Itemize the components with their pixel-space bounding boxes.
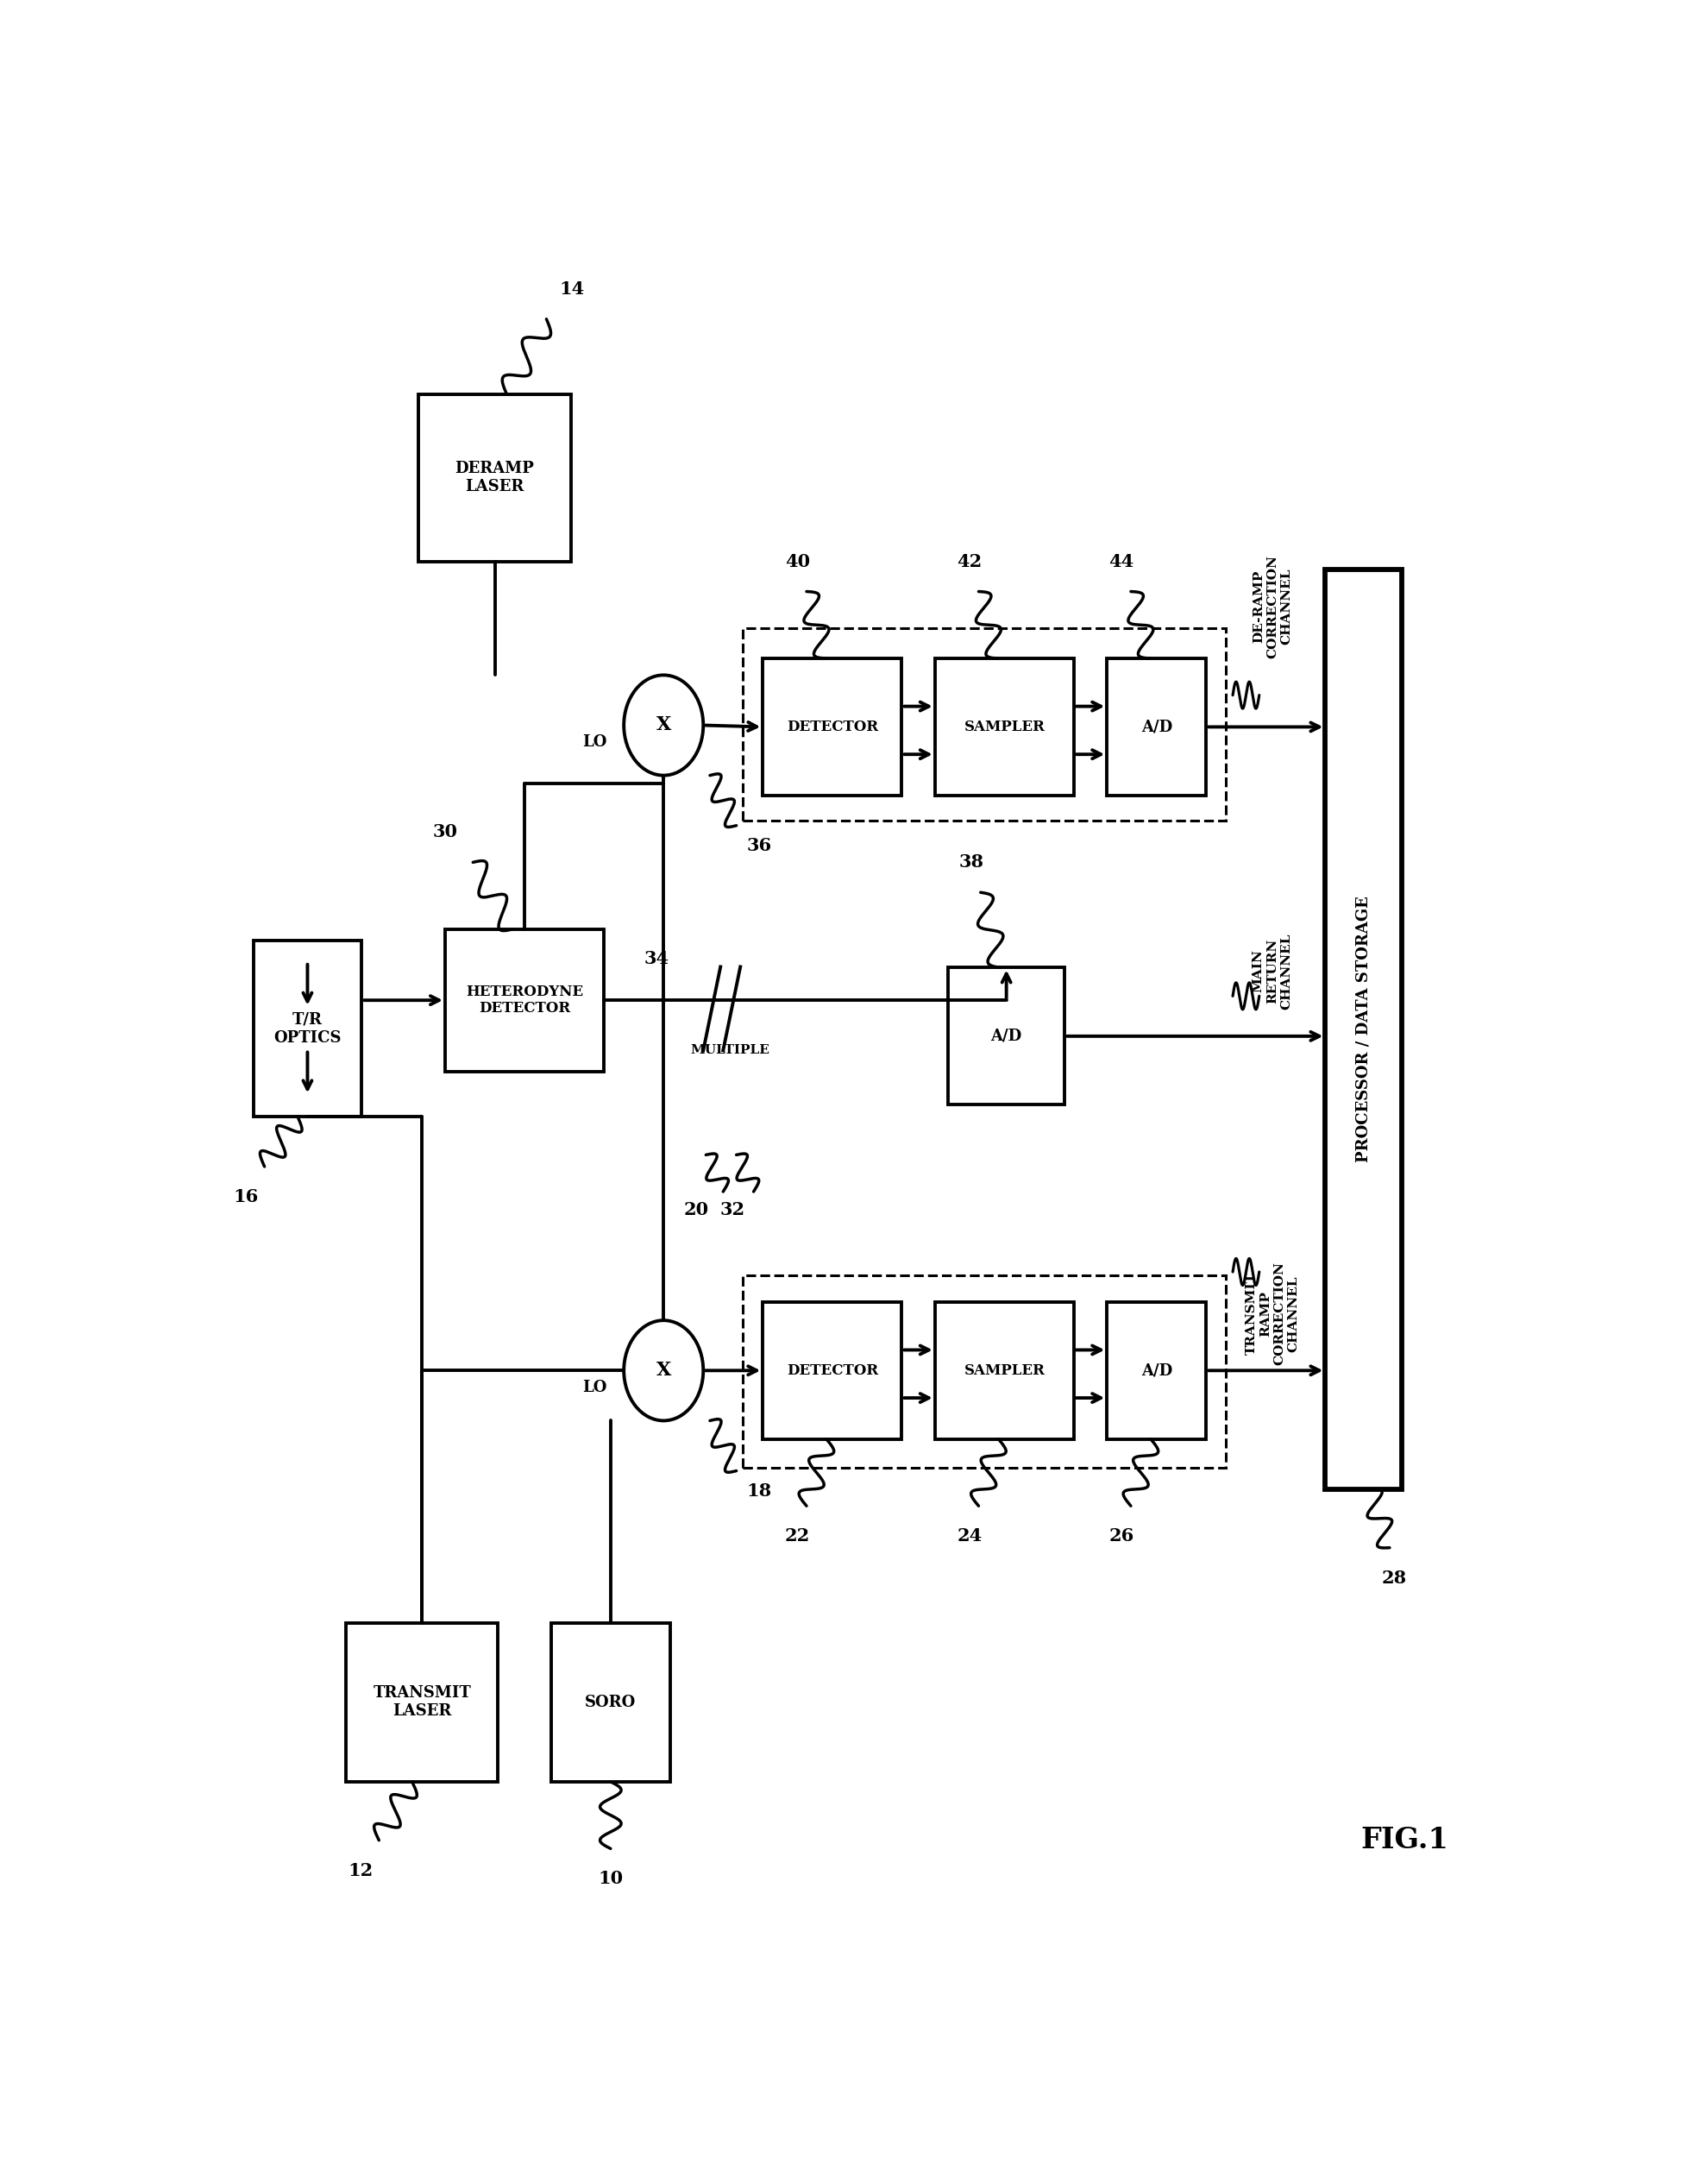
Text: 36: 36 xyxy=(746,838,772,853)
Text: 20: 20 xyxy=(685,1201,709,1218)
FancyBboxPatch shape xyxy=(1107,1303,1206,1439)
Text: A/D: A/D xyxy=(991,1029,1021,1044)
Text: MULTIPLE: MULTIPLE xyxy=(690,1044,769,1057)
Text: 40: 40 xyxy=(784,554,810,571)
Text: HETERODYNE
DETECTOR: HETERODYNE DETECTOR xyxy=(466,983,582,1016)
FancyBboxPatch shape xyxy=(1325,569,1402,1489)
Text: A/D: A/D xyxy=(1141,1363,1172,1379)
Text: DETECTOR: DETECTOR xyxy=(787,719,878,734)
Text: 32: 32 xyxy=(719,1201,745,1218)
Text: MAIN
RETURN
CHANNEL: MAIN RETURN CHANNEL xyxy=(1252,934,1293,1010)
Text: 18: 18 xyxy=(746,1483,772,1500)
FancyBboxPatch shape xyxy=(446,929,605,1070)
Text: A/D: A/D xyxy=(1141,719,1172,734)
Text: TRANSMIT
RAMP
CORRECTION
CHANNEL: TRANSMIT RAMP CORRECTION CHANNEL xyxy=(1245,1261,1300,1366)
Text: 12: 12 xyxy=(348,1863,372,1878)
FancyBboxPatch shape xyxy=(418,395,570,562)
Text: TRANSMIT
LASER: TRANSMIT LASER xyxy=(372,1685,471,1719)
Text: 38: 38 xyxy=(958,853,984,871)
Text: 34: 34 xyxy=(644,951,670,966)
Text: SAMPLER: SAMPLER xyxy=(963,719,1045,734)
Text: 26: 26 xyxy=(1108,1528,1134,1544)
Text: 16: 16 xyxy=(234,1188,258,1205)
Text: FIG.1: FIG.1 xyxy=(1361,1826,1448,1854)
Text: 24: 24 xyxy=(956,1528,982,1544)
FancyBboxPatch shape xyxy=(934,658,1074,795)
Text: LO: LO xyxy=(582,734,606,749)
Text: X: X xyxy=(656,716,671,734)
Text: 22: 22 xyxy=(784,1528,810,1544)
Text: 44: 44 xyxy=(1108,554,1134,571)
Text: SORO: SORO xyxy=(586,1696,635,1711)
FancyBboxPatch shape xyxy=(253,940,362,1116)
FancyBboxPatch shape xyxy=(1107,658,1206,795)
Text: 28: 28 xyxy=(1382,1570,1407,1587)
Text: DERAMP
LASER: DERAMP LASER xyxy=(454,460,535,495)
FancyBboxPatch shape xyxy=(345,1624,499,1782)
Text: 10: 10 xyxy=(598,1869,623,1887)
FancyBboxPatch shape xyxy=(934,1303,1074,1439)
Text: 14: 14 xyxy=(559,280,584,297)
FancyBboxPatch shape xyxy=(763,1303,902,1439)
Text: PROCESSOR / DATA STORAGE: PROCESSOR / DATA STORAGE xyxy=(1356,897,1372,1164)
FancyBboxPatch shape xyxy=(948,968,1064,1105)
FancyBboxPatch shape xyxy=(763,658,902,795)
Text: X: X xyxy=(656,1361,671,1381)
Text: 42: 42 xyxy=(956,554,982,571)
FancyBboxPatch shape xyxy=(552,1624,670,1782)
Text: DE-RAMP
CORRECTION
CHANNEL: DE-RAMP CORRECTION CHANNEL xyxy=(1252,556,1293,658)
Text: DETECTOR: DETECTOR xyxy=(787,1363,878,1379)
Text: SAMPLER: SAMPLER xyxy=(963,1363,1045,1379)
Text: 30: 30 xyxy=(432,823,458,840)
Text: LO: LO xyxy=(582,1379,606,1396)
Text: T/R
OPTICS: T/R OPTICS xyxy=(273,1012,342,1046)
